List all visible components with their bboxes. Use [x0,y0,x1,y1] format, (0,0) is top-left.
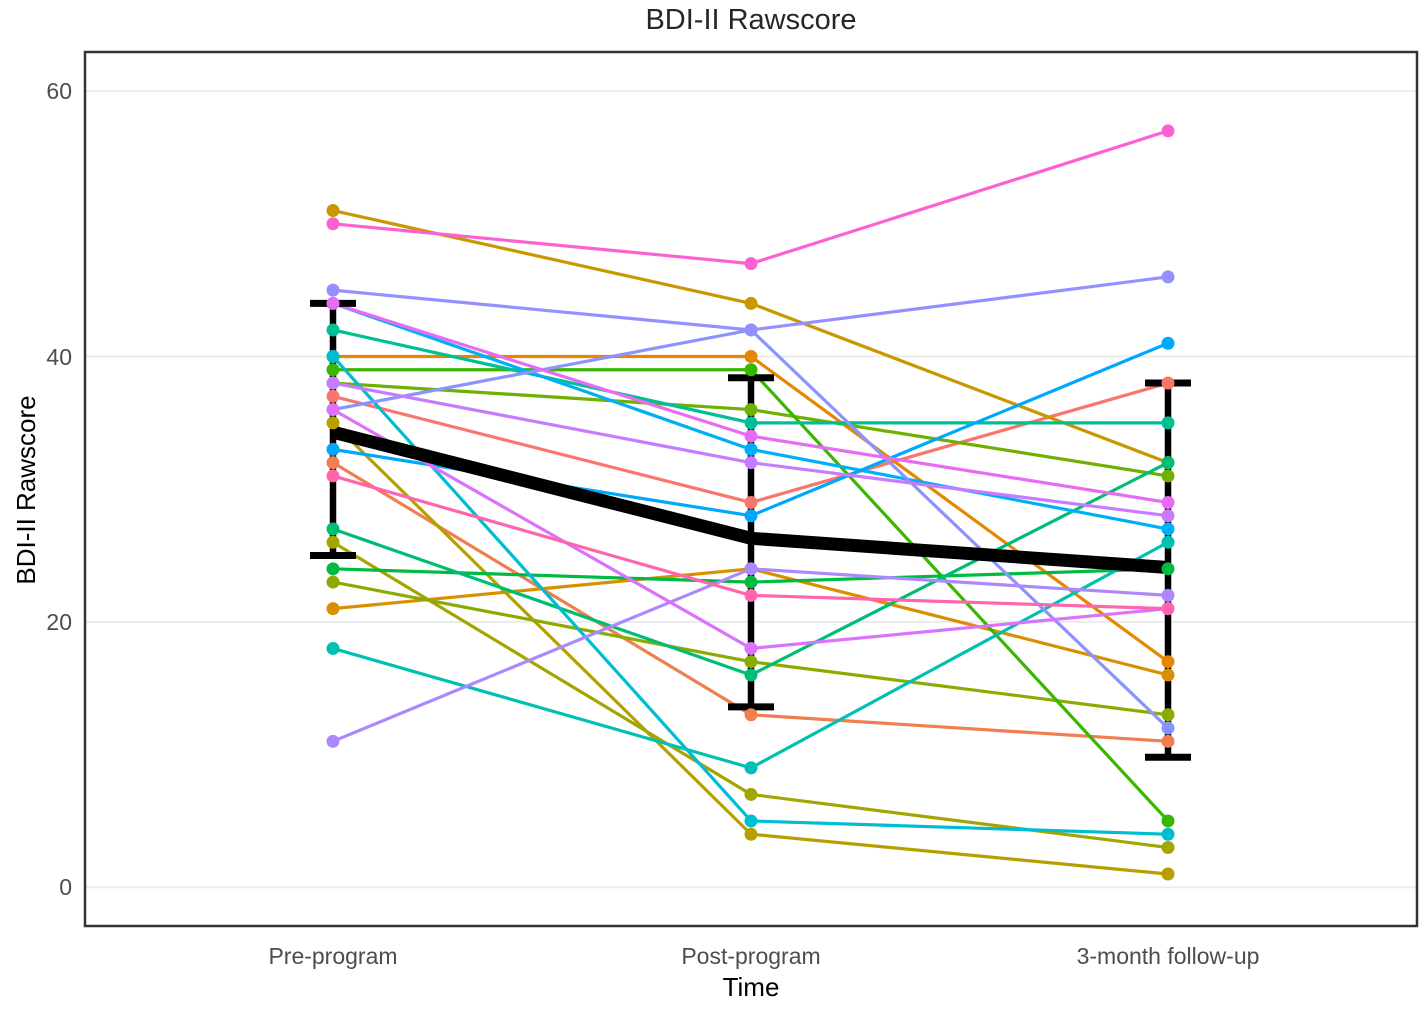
y-tick-label-0: 0 [59,874,72,900]
subject-point-11-t3 [1161,562,1175,576]
subject-point-5-t1 [326,204,340,218]
subject-point-11-t2 [744,575,758,589]
subject-point-12-t1 [326,522,340,536]
x-axis-title: Time [722,972,780,1002]
subject-point-13-t3 [1161,416,1175,430]
x-tick-label-post-program: Post-program [681,943,821,969]
subject-point-10-t1 [326,363,340,377]
subject-point-25-t1 [326,469,340,483]
subject-point-8-t3 [1161,708,1175,722]
subject-point-9-t2 [744,403,758,417]
subject-point-19-t3 [1161,270,1175,284]
subject-point-2-t2 [744,708,758,722]
subject-point-6-t2 [744,827,758,841]
subject-point-19-t2 [744,323,758,337]
subject-point-23-t1 [326,296,340,310]
subject-point-4-t3 [1161,668,1175,682]
subject-point-17-t3 [1161,336,1175,350]
subject-point-22-t2 [744,641,758,655]
subject-point-16-t3 [1161,522,1175,536]
subject-point-1-t2 [744,495,758,509]
subject-point-4-t1 [326,602,340,616]
y-tick-label-40: 40 [46,344,72,370]
subject-point-12-t2 [744,668,758,682]
subject-point-20-t2 [744,562,758,576]
subject-point-3-t2 [744,350,758,363]
subject-point-17-t2 [744,509,758,523]
subject-point-1-t1 [326,389,340,403]
subject-point-15-t1 [326,350,340,363]
subject-point-8-t1 [326,575,340,589]
subject-point-10-t3 [1161,814,1175,828]
chart-title: BDI-II Rawscore [645,4,857,36]
subject-point-17-t1 [326,442,340,456]
panel-border [83,50,1419,928]
subject-point-24-t2 [744,257,758,271]
subject-point-1-t3 [1161,376,1175,390]
subject-point-6-t3 [1161,867,1175,881]
y-tick-label-60: 60 [46,78,72,104]
subject-point-23-t2 [744,429,758,443]
subject-point-25-t3 [1161,602,1175,616]
x-tick-label-3-month-follow-up: 3-month follow-up [1076,943,1260,969]
subject-point-8-t2 [744,655,758,669]
subject-point-10-t2 [744,363,758,377]
subject-point-7-t2 [744,787,758,801]
subject-point-22-t1 [326,403,340,417]
subject-point-13-t2 [744,416,758,430]
subject-point-25-t2 [744,588,758,602]
subject-point-15-t2 [744,814,758,828]
subject-point-24-t3 [1161,124,1175,138]
subject-point-5-t2 [744,296,758,310]
subject-point-3-t3 [1161,655,1175,669]
subject-point-19-t1 [326,283,340,297]
subject-point-9-t3 [1161,469,1175,483]
subject-point-6-t1 [326,416,340,430]
y-tick-label-20: 20 [46,609,72,635]
subject-point-14-t3 [1161,535,1175,549]
subject-point-15-t3 [1161,827,1175,841]
subject-point-21-t2 [744,456,758,470]
subject-point-13-t1 [326,323,340,337]
subject-point-14-t2 [744,761,758,775]
x-tick-label-pre-program: Pre-program [268,943,398,969]
subject-point-18-t3 [1161,721,1175,735]
subject-point-24-t1 [326,217,340,231]
subject-point-7-t3 [1161,840,1175,854]
subject-point-21-t3 [1161,509,1175,523]
subject-point-23-t3 [1161,495,1175,509]
subject-point-16-t2 [744,442,758,456]
subject-point-2-t3 [1161,734,1175,748]
subject-point-11-t1 [326,562,340,576]
subject-point-12-t3 [1161,456,1175,470]
subject-point-2-t1 [326,456,340,470]
subject-point-21-t1 [326,376,340,390]
subject-point-20-t1 [326,734,340,748]
mean-line [331,425,1169,574]
subject-point-7-t1 [326,535,340,549]
subject-point-14-t1 [326,641,340,655]
subject-point-20-t3 [1161,588,1175,602]
